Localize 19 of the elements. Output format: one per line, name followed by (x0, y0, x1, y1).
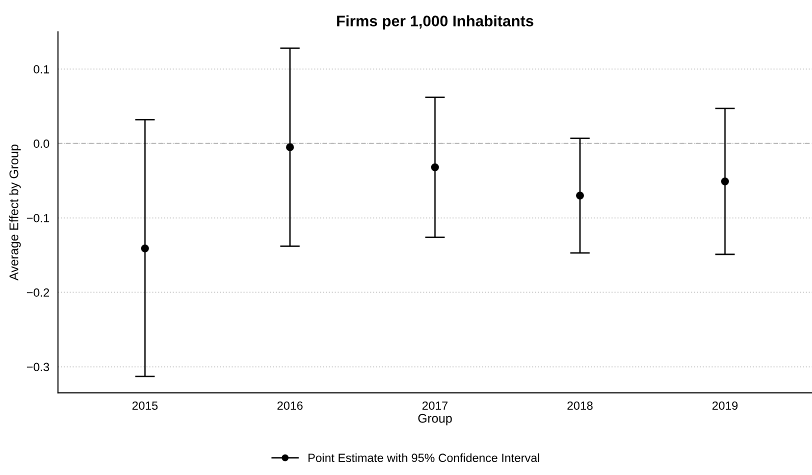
point (721, 177, 729, 186)
y-tick-label: −0.2 (26, 288, 50, 297)
y-tick-label: −0.1 (26, 214, 50, 222)
x-tick-label: 2017 (422, 401, 448, 410)
point (286, 143, 294, 152)
chart-title: Firms per 1,000 Inhabitants (337, 15, 534, 30)
y-tick-label: −0.3 (26, 362, 50, 372)
x-tick-label: 2016 (277, 401, 303, 410)
point (576, 192, 584, 200)
point (141, 244, 149, 252)
point (431, 163, 439, 172)
y-axis-title: Average Effect by Group (9, 144, 21, 281)
x-tick-label: 2015 (132, 401, 158, 410)
x-tick-label: 2019 (712, 401, 738, 410)
x-tick-label: 2018 (567, 401, 593, 410)
y-tick-label: 0.0 (34, 140, 50, 148)
legend-label: Point Estimate with 95% Confidence Interval (308, 453, 540, 462)
x-axis-title: Group (418, 414, 452, 426)
y-tick-label: 0.1 (34, 65, 50, 74)
